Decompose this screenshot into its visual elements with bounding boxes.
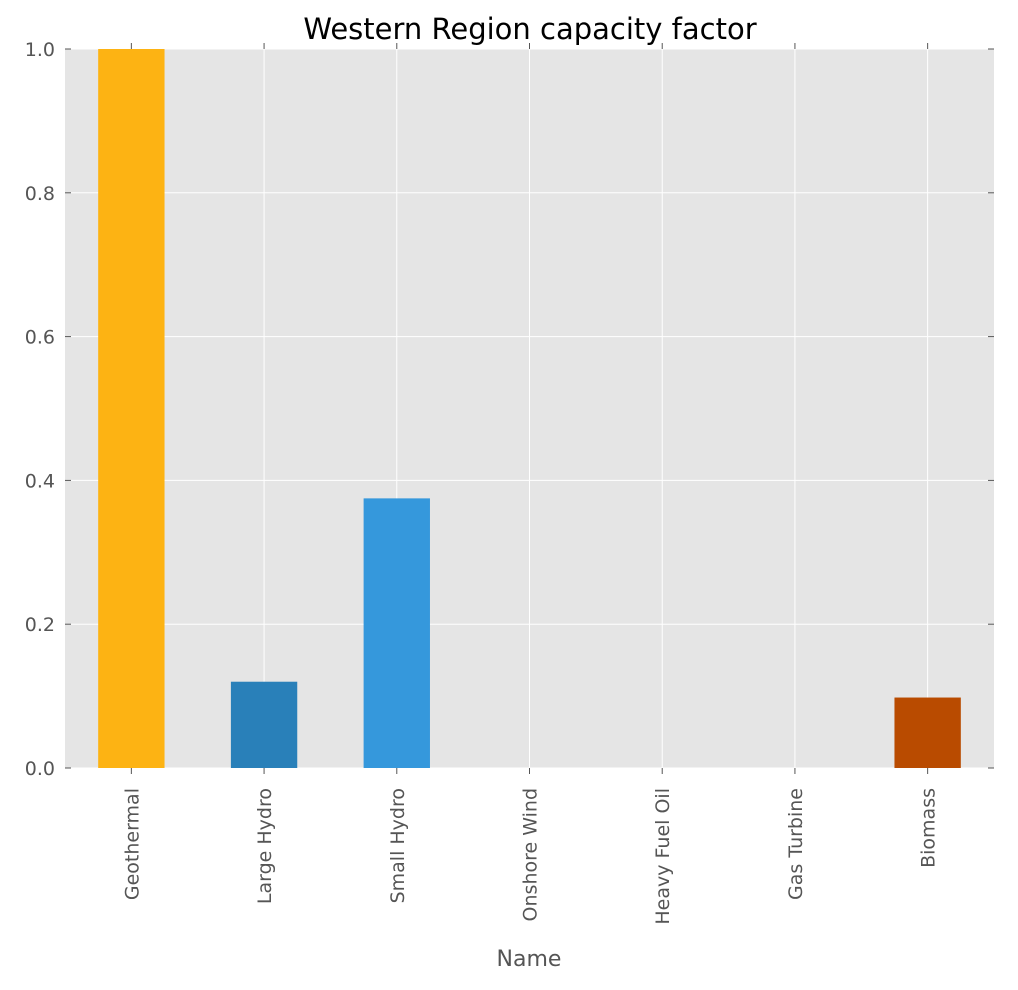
x-axis-label: Name xyxy=(497,947,562,972)
bar xyxy=(230,681,298,768)
x-tick-label: Small Hydro xyxy=(387,788,409,903)
bars xyxy=(98,49,961,768)
x-tick-label: Biomass xyxy=(918,788,940,868)
y-tick-label: 0.2 xyxy=(25,614,55,636)
bar xyxy=(894,697,961,768)
x-tick-label: Geothermal xyxy=(121,788,143,900)
x-tick-label: Gas Turbine xyxy=(785,788,807,900)
x-tick-label: Heavy Fuel Oil xyxy=(652,788,674,925)
chart-title: Western Region capacity factor xyxy=(303,12,756,46)
y-tick-labels: 0.0 0.2 0.4 0.6 0.8 1.0 xyxy=(25,39,55,780)
y-tick-label: 0.4 xyxy=(25,470,55,492)
axis-ticks xyxy=(65,43,994,774)
x-tick-label: Large Hydro xyxy=(254,788,276,904)
x-tick-label: Onshore Wind xyxy=(520,788,542,921)
bar xyxy=(98,49,165,768)
y-tick-label: 0.6 xyxy=(25,327,55,349)
y-tick-label: 0.8 xyxy=(25,183,55,205)
grid-lines xyxy=(65,48,994,769)
y-tick-label: 1.0 xyxy=(25,39,55,61)
y-tick-label: 0.0 xyxy=(25,758,55,780)
x-tick-labels: Geothermal Large Hydro Small Hydro Onshore … xyxy=(121,788,939,925)
bar xyxy=(363,498,430,768)
